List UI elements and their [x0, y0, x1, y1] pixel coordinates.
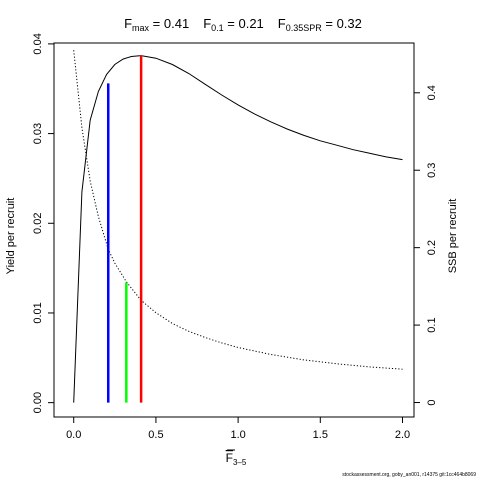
- y2-tick-label: 0.3: [426, 163, 438, 178]
- y-tick-label: 0.03: [32, 123, 44, 144]
- x-tick-label: 0.0: [66, 429, 81, 441]
- y-tick-label: 0.02: [32, 213, 44, 234]
- series-layer: [73, 50, 403, 403]
- x-axis: 0.0 0.5 1.0 1.5 2.0: [66, 416, 410, 441]
- y-tick-label: 0.01: [32, 302, 44, 323]
- x-tick-label: 1.0: [230, 429, 245, 441]
- y2-tick-label: 0.1: [426, 317, 438, 332]
- title-part-sub: 0.1: [211, 23, 224, 33]
- title-part-main: F: [278, 16, 286, 31]
- y2-tick-label: 0: [426, 399, 438, 405]
- reference-lines: [106, 55, 143, 403]
- x-label-main: F: [226, 451, 233, 465]
- yield-per-recruit-line: [73, 55, 403, 403]
- x-tick-label: 0.5: [148, 429, 163, 441]
- y-tick-label: 0.04: [32, 33, 44, 54]
- title-part-value: = 0.21: [224, 16, 264, 31]
- x-tick-label: 1.5: [313, 429, 328, 441]
- x-axis-label: F3–5: [226, 451, 247, 467]
- y-axis-left: 0.00 0.01 0.02 0.03 0.04: [32, 33, 55, 413]
- y-tick-label: 0.00: [32, 392, 44, 413]
- title-part-main: F: [203, 16, 211, 31]
- footer-source: stockassessment.org, goby_an001, r14375 …: [342, 472, 476, 478]
- x-label-sub: 3–5: [233, 458, 247, 467]
- y2-axis-label: SSB per recruit: [447, 199, 459, 274]
- y2-tick-label: 0.2: [426, 240, 438, 255]
- y2-tick-label: 0.4: [426, 85, 438, 100]
- title-part-main: F: [124, 16, 132, 31]
- title-part-sub: max: [132, 23, 150, 33]
- x-tick-label: 2.0: [395, 429, 410, 441]
- ssb-per-recruit-line: [73, 50, 403, 370]
- title-part-value: = 0.41: [149, 16, 189, 31]
- title-part-value: = 0.32: [322, 16, 362, 31]
- title-part-sub: 0.35SPR: [286, 23, 323, 33]
- y-axis-label: Yield per recruit: [5, 198, 17, 275]
- y-axis-right: 0 0.1 0.2 0.3 0.4: [413, 85, 438, 406]
- chart-title: Fmax = 0.41 F0.1 = 0.21 F0.35SPR = 0.32: [124, 16, 362, 33]
